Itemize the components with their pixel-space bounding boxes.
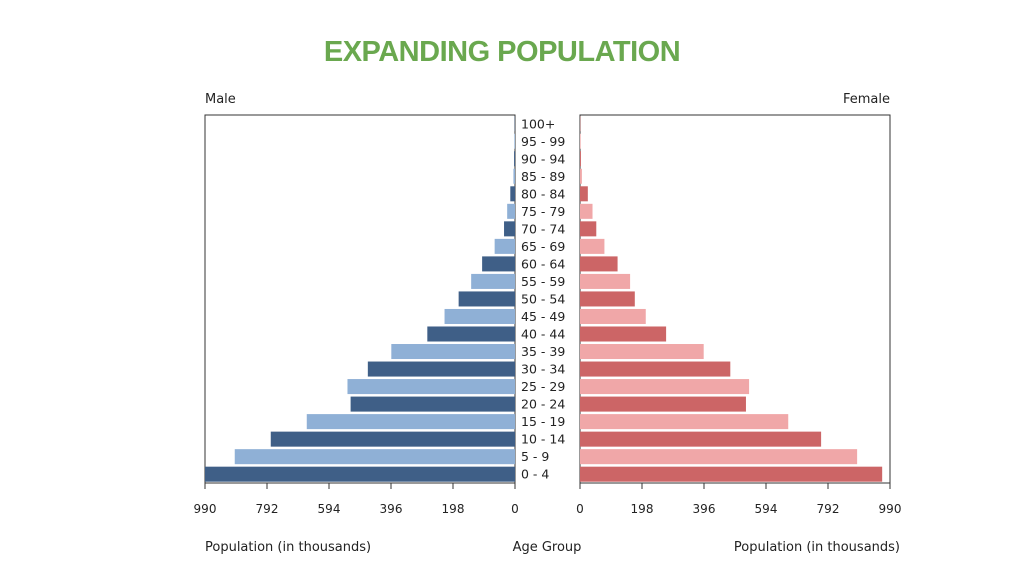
male-bar-12: [482, 256, 515, 272]
male-bar-2: [270, 431, 515, 447]
female-tick-label: 792: [817, 502, 840, 516]
male-bar-8: [427, 326, 515, 342]
male-bar-17: [513, 168, 515, 184]
female-bar-8: [580, 326, 667, 342]
age-group-label: 85 - 89: [521, 169, 565, 184]
age-group-label: 50 - 54: [521, 292, 565, 307]
male-tick-label: 198: [442, 502, 465, 516]
female-tick-label: 594: [755, 502, 778, 516]
female-tick-label: 198: [631, 502, 654, 516]
age-group-label: 75 - 79: [521, 204, 565, 219]
age-labels-layer: 0 - 4 5 - 9 10 - 14 15 - 19 20 - 24 25 - 29 30…: [521, 116, 565, 481]
x-axis-title-female: Population (in thousands): [734, 540, 900, 555]
female-bar-18: [580, 151, 581, 167]
age-group-label: 20 - 24: [521, 397, 565, 412]
female-bar-1: [580, 449, 858, 465]
age-group-label: 30 - 34: [521, 362, 565, 377]
age-group-label: 100+: [521, 116, 555, 131]
male-bar-11: [471, 273, 515, 289]
male-bar-13: [494, 238, 515, 254]
female-side-label: Female: [843, 92, 890, 107]
age-group-axis-title: Age Group: [513, 540, 582, 555]
male-bar-1: [234, 449, 515, 465]
x-axis-title-male: Population (in thousands): [205, 540, 371, 555]
age-group-label: 80 - 84: [521, 186, 565, 201]
bars-layer: [205, 116, 883, 482]
age-group-label: 95 - 99: [521, 134, 565, 149]
male-bar-18: [514, 151, 515, 167]
age-group-label: 55 - 59: [521, 274, 565, 289]
male-bar-16: [510, 186, 515, 202]
age-group-label: 25 - 29: [521, 379, 565, 394]
female-bar-4: [580, 396, 746, 412]
female-bar-11: [580, 273, 631, 289]
age-group-label: 40 - 44: [521, 327, 565, 342]
male-bar-5: [347, 379, 515, 395]
slide-title: EXPANDING POPULATION: [323, 36, 681, 68]
female-bar-19: [580, 133, 581, 149]
ticks-layer: 990 792 594 396 198 0 0 198 396 594 792 990: [194, 483, 902, 516]
female-bar-16: [580, 186, 588, 202]
male-bar-3: [306, 414, 515, 430]
age-group-label: 5 - 9: [521, 449, 549, 464]
male-bar-9: [444, 308, 515, 324]
male-tick-label: 0: [511, 502, 519, 516]
male-tick-label: 396: [380, 502, 403, 516]
age-group-label: 45 - 49: [521, 309, 565, 324]
female-bar-0: [580, 466, 883, 482]
age-group-label: 70 - 74: [521, 221, 565, 236]
age-group-label: 60 - 64: [521, 256, 565, 271]
male-bar-6: [367, 361, 515, 377]
female-tick-label: 0: [576, 502, 584, 516]
female-bar-3: [580, 414, 789, 430]
male-bar-10: [458, 291, 515, 307]
age-group-label: 90 - 94: [521, 151, 565, 166]
male-tick-label: 990: [194, 502, 217, 516]
male-bar-0: [205, 466, 515, 482]
male-bar-4: [350, 396, 515, 412]
female-bar-15: [580, 203, 593, 219]
male-bar-19: [514, 133, 515, 149]
female-bar-6: [580, 361, 731, 377]
female-tick-label: 990: [879, 502, 902, 516]
male-bar-14: [504, 221, 515, 237]
age-group-label: 0 - 4: [521, 467, 549, 482]
female-bar-5: [580, 379, 750, 395]
female-bar-10: [580, 291, 635, 307]
male-tick-label: 792: [256, 502, 279, 516]
male-side-label: Male: [205, 92, 236, 107]
female-bar-13: [580, 238, 605, 254]
female-bar-12: [580, 256, 618, 272]
female-bar-9: [580, 308, 646, 324]
age-group-label: 35 - 39: [521, 344, 565, 359]
male-bar-7: [391, 344, 515, 360]
female-bar-2: [580, 431, 822, 447]
age-group-label: 10 - 14: [521, 432, 565, 447]
female-bar-17: [580, 168, 582, 184]
age-group-label: 65 - 69: [521, 239, 565, 254]
male-tick-label: 594: [318, 502, 341, 516]
female-bar-7: [580, 344, 704, 360]
male-bar-15: [507, 203, 515, 219]
age-group-label: 15 - 19: [521, 414, 565, 429]
female-bar-14: [580, 221, 597, 237]
female-tick-label: 396: [693, 502, 716, 516]
